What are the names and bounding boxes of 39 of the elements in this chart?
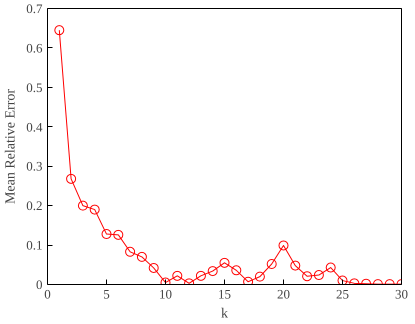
point xyxy=(66,174,76,184)
point xyxy=(290,260,300,271)
point xyxy=(102,229,112,240)
y-tick-label: 0 xyxy=(36,277,42,292)
y-tick-label: 0.4 xyxy=(26,119,43,134)
point xyxy=(338,276,348,284)
point xyxy=(148,262,159,273)
y-tick-label: 0.5 xyxy=(26,80,42,95)
point xyxy=(78,200,88,211)
point xyxy=(278,240,288,250)
y-axis-title: Mean Relative Error xyxy=(3,88,18,204)
x-tick-label: 20 xyxy=(277,286,290,302)
point xyxy=(266,259,277,269)
point xyxy=(243,276,254,284)
point xyxy=(90,204,100,215)
point xyxy=(254,272,265,282)
x-tick-label: 15 xyxy=(218,286,231,302)
y-tick-label: 0.3 xyxy=(26,158,42,174)
x-tick-label: 30 xyxy=(395,286,408,302)
y-tick-label: 0.6 xyxy=(26,40,43,56)
point xyxy=(326,262,336,273)
point xyxy=(220,258,230,268)
y-tick-label: 0.2 xyxy=(26,198,42,214)
point xyxy=(54,25,64,36)
point xyxy=(302,271,312,282)
y-tick-label: 0.1 xyxy=(26,238,42,253)
point xyxy=(196,270,206,281)
point xyxy=(314,270,324,280)
x-tick-label: 5 xyxy=(103,286,110,302)
point xyxy=(136,252,147,262)
x-axis-title: k xyxy=(221,306,228,322)
point xyxy=(113,230,124,240)
point xyxy=(172,270,182,281)
x-tick-label: 10 xyxy=(159,286,172,302)
point xyxy=(231,265,242,276)
y-tick-label: 0.7 xyxy=(26,1,43,16)
point xyxy=(125,246,136,257)
point xyxy=(208,266,218,276)
x-tick-label: 25 xyxy=(336,286,349,302)
